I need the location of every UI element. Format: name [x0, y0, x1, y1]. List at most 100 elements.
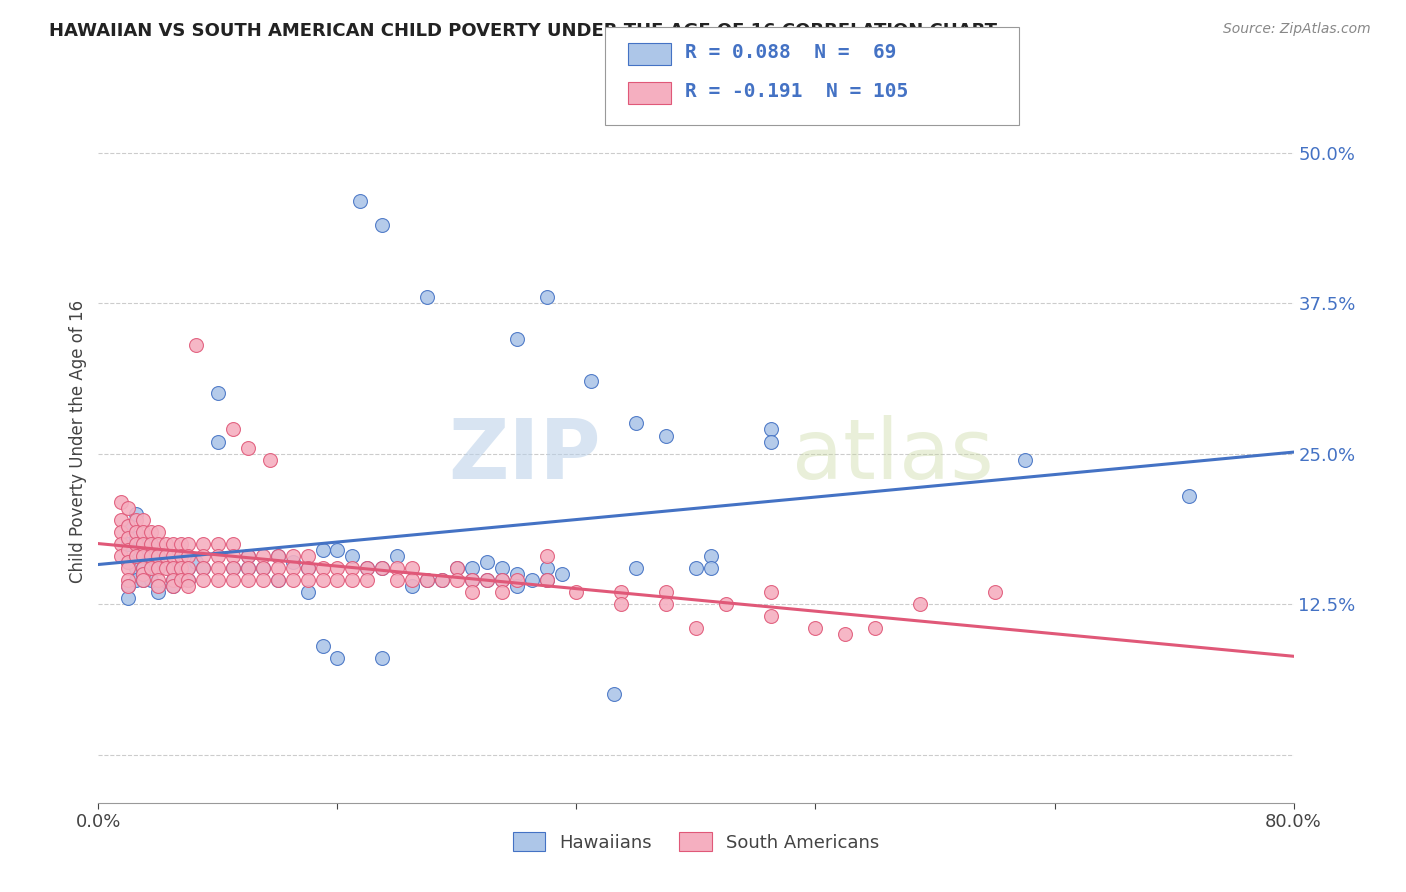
Point — [110, 549, 132, 563]
Point — [491, 561, 513, 575]
Point — [148, 579, 170, 593]
Point — [177, 549, 200, 563]
Point — [356, 561, 378, 575]
Point — [446, 573, 468, 587]
Point — [342, 573, 364, 587]
Point — [311, 639, 333, 653]
Point — [1014, 452, 1036, 467]
Point — [169, 561, 191, 575]
Text: R = 0.088  N =  69: R = 0.088 N = 69 — [685, 43, 896, 62]
Point — [700, 561, 723, 575]
Point — [267, 573, 290, 587]
Point — [132, 549, 155, 563]
Text: HAWAIIAN VS SOUTH AMERICAN CHILD POVERTY UNDER THE AGE OF 16 CORRELATION CHART: HAWAIIAN VS SOUTH AMERICAN CHILD POVERTY… — [49, 22, 997, 40]
Point — [155, 561, 177, 575]
Point — [139, 549, 162, 563]
Point — [461, 573, 484, 587]
Point — [371, 651, 394, 665]
Point — [125, 531, 148, 545]
Text: R = -0.191  N = 105: R = -0.191 N = 105 — [685, 82, 908, 102]
Point — [804, 621, 827, 635]
Point — [252, 561, 274, 575]
Point — [565, 585, 588, 599]
Point — [117, 579, 139, 593]
Point — [385, 549, 409, 563]
Point — [236, 561, 259, 575]
Point — [430, 573, 453, 587]
Point — [162, 579, 184, 593]
Text: ZIP: ZIP — [449, 416, 600, 497]
Point — [610, 597, 633, 611]
Point — [759, 423, 782, 437]
Point — [236, 549, 259, 563]
Point — [125, 573, 148, 587]
Point — [356, 561, 378, 575]
Point — [139, 573, 162, 587]
Point — [184, 338, 207, 352]
Point — [191, 537, 214, 551]
Point — [626, 561, 648, 575]
Point — [132, 561, 155, 575]
Point — [491, 573, 513, 587]
Point — [207, 573, 229, 587]
Point — [236, 561, 259, 575]
Point — [267, 549, 290, 563]
Point — [297, 573, 319, 587]
Point — [207, 386, 229, 401]
Point — [267, 573, 290, 587]
Point — [342, 561, 364, 575]
Point — [155, 549, 177, 563]
Point — [162, 549, 184, 563]
Point — [132, 537, 155, 551]
Point — [520, 573, 543, 587]
Point — [207, 434, 229, 449]
Point — [297, 561, 319, 575]
Point — [475, 573, 498, 587]
Point — [759, 609, 782, 624]
Point — [162, 561, 184, 575]
Point — [700, 549, 723, 563]
Text: Source: ZipAtlas.com: Source: ZipAtlas.com — [1223, 22, 1371, 37]
Point — [132, 567, 155, 582]
Point — [475, 555, 498, 569]
Point — [110, 537, 132, 551]
Point — [132, 542, 155, 557]
Point — [401, 573, 423, 587]
Point — [117, 579, 139, 593]
Point — [117, 542, 139, 557]
Point — [139, 524, 162, 539]
Point — [416, 290, 439, 304]
Point — [865, 621, 887, 635]
Point — [446, 561, 468, 575]
Point — [550, 567, 572, 582]
Point — [148, 573, 170, 587]
Point — [581, 375, 603, 389]
Point — [281, 549, 304, 563]
Point — [132, 573, 155, 587]
Point — [177, 573, 200, 587]
Point — [506, 573, 529, 587]
Point — [536, 290, 558, 304]
Point — [461, 573, 484, 587]
Point — [281, 561, 304, 575]
Point — [222, 537, 245, 551]
Point — [117, 519, 139, 533]
Point — [148, 549, 170, 563]
Point — [148, 585, 170, 599]
Point — [297, 585, 319, 599]
Point — [491, 585, 513, 599]
Point — [110, 524, 132, 539]
Point — [461, 585, 484, 599]
Point — [371, 561, 394, 575]
Point — [139, 537, 162, 551]
Point — [162, 573, 184, 587]
Point — [207, 549, 229, 563]
Point — [506, 332, 529, 346]
Point — [117, 555, 139, 569]
Point — [371, 218, 394, 232]
Point — [536, 549, 558, 563]
Point — [169, 537, 191, 551]
Point — [326, 651, 349, 665]
Point — [139, 555, 162, 569]
Point — [1178, 489, 1201, 503]
